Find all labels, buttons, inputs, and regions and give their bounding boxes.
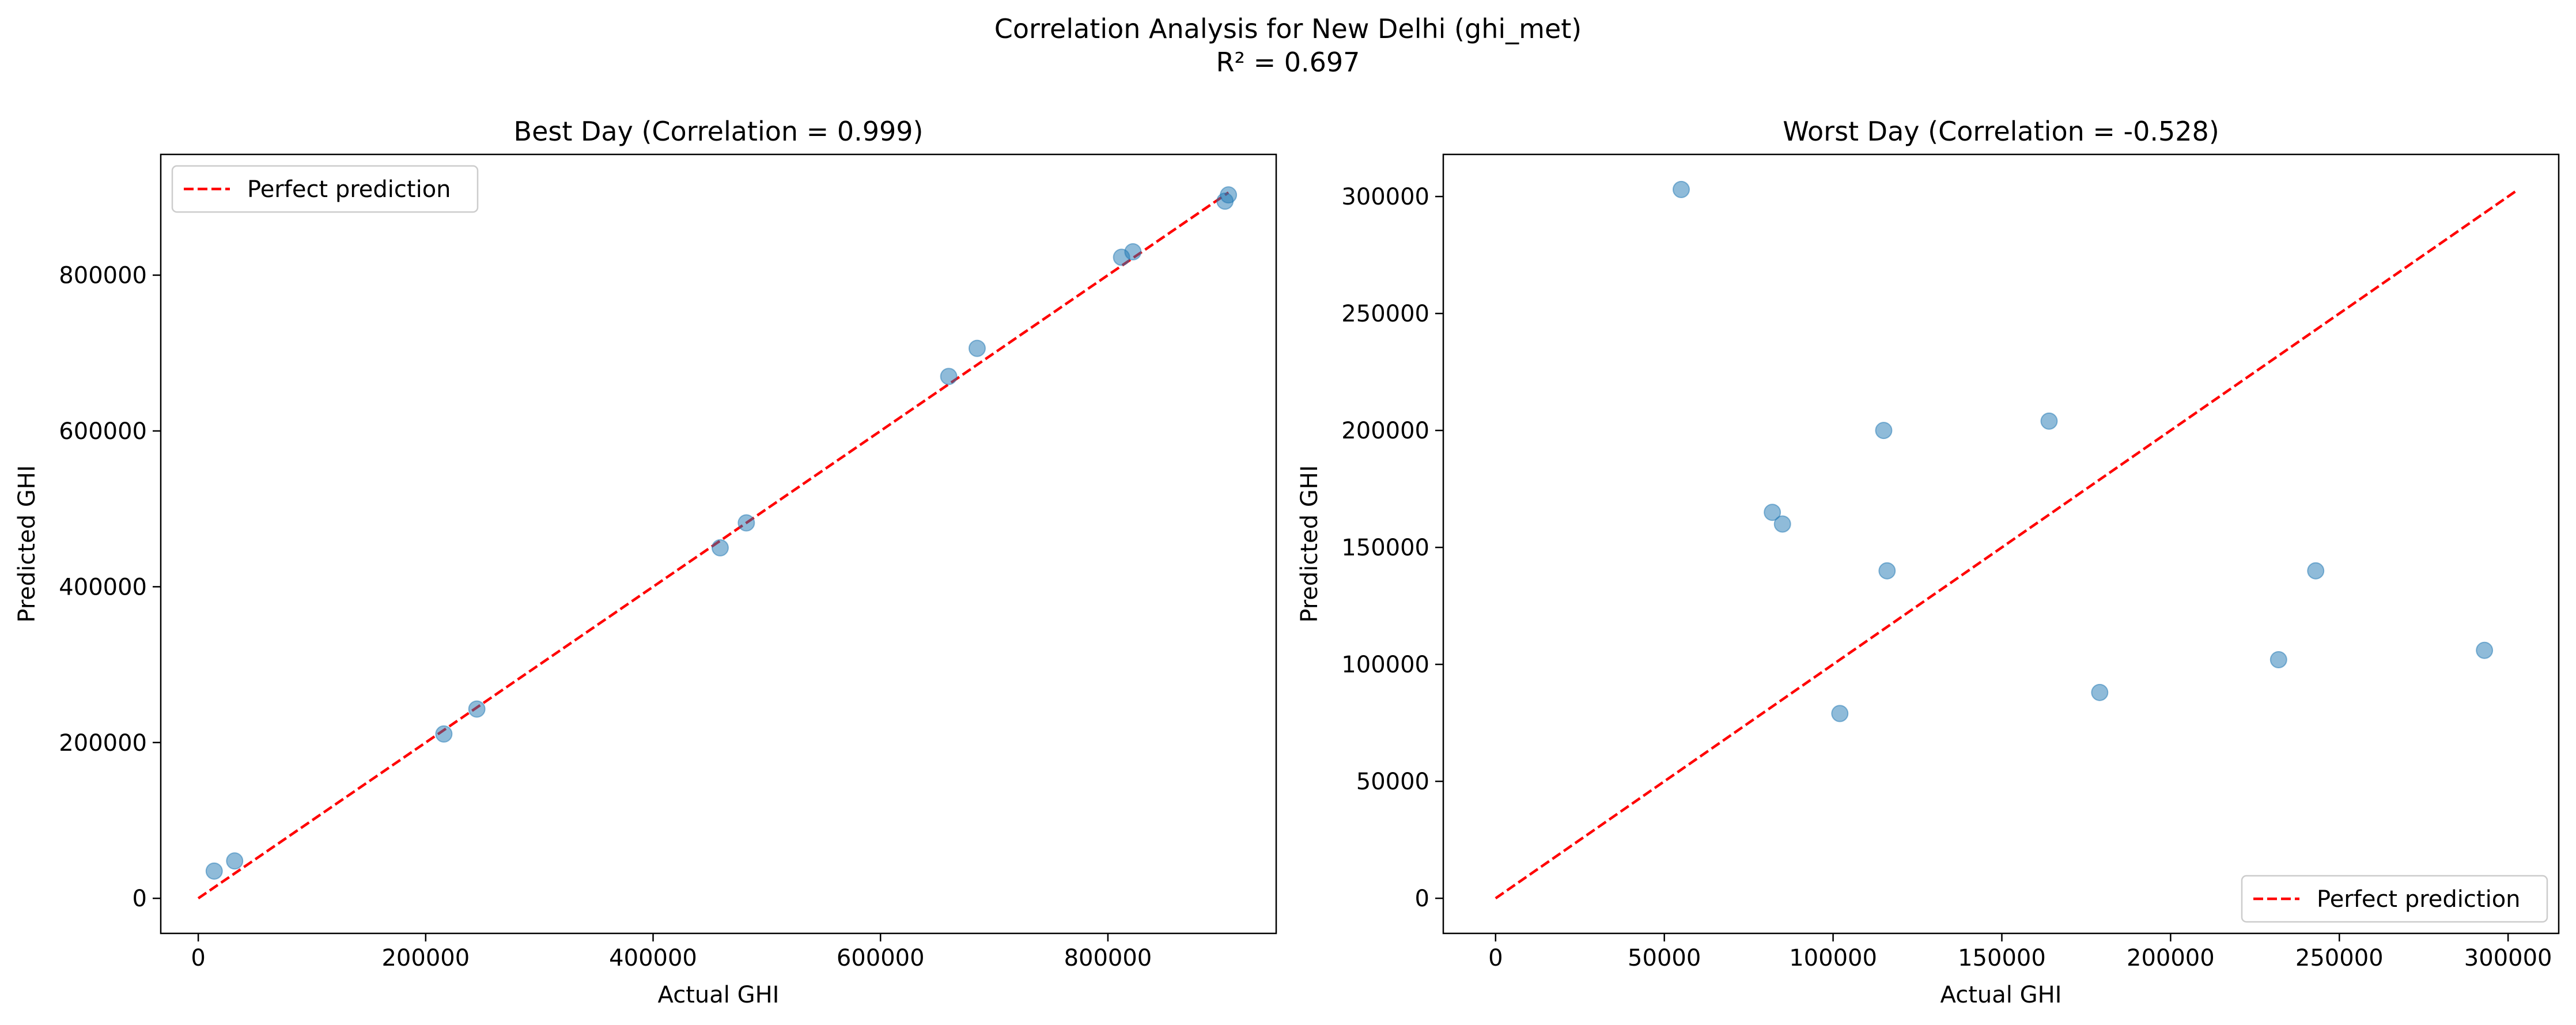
chart-1-x-tick-label: 200000: [381, 945, 470, 971]
chart-1-y-tick-label: 0: [133, 886, 147, 912]
chart-2-point: [2307, 562, 2325, 580]
chart-2-y-axis-label: Predicted GHI: [1296, 465, 1323, 622]
chart-2-point: [2476, 641, 2494, 659]
chart-2-y-tick-label: 200000: [1341, 418, 1429, 444]
chart-1-point: [435, 725, 453, 743]
chart-2-point: [1764, 504, 1781, 521]
chart-1-point: [1220, 186, 1238, 204]
chart-2-frame: [1442, 153, 2560, 935]
chart-2-y-tick-label: 0: [1415, 886, 1429, 912]
chart-1-x-axis-label: Actual GHI: [658, 982, 780, 1008]
chart-1-point: [737, 514, 755, 532]
chart-2-legend-label: Perfect prediction: [2317, 886, 2521, 913]
chart-1-point: [226, 852, 244, 870]
chart-2-point: [1773, 515, 1791, 533]
chart-2-x-tick-label: 100000: [1789, 945, 1877, 971]
chart-2-point: [1672, 180, 1690, 198]
chart-2-point: [1831, 705, 1849, 723]
chart-2-perfect-prediction-line: [1495, 188, 2519, 899]
chart-1-y-tick-label: 200000: [59, 730, 147, 757]
chart-2-x-tick-label: 50000: [1628, 945, 1701, 971]
chart-2-y-tick-label: 50000: [1356, 769, 1429, 795]
chart-1-x-tick-label: 400000: [609, 945, 697, 971]
chart-1-x-tick-label: 600000: [837, 945, 925, 971]
chart-2-point: [1875, 422, 1893, 440]
chart-1-y-tick-label: 400000: [59, 574, 147, 600]
chart-2-title: Worst Day (Correlation = -0.528): [1783, 116, 2219, 147]
figure-subtitle-r2: R² = 0.697: [1216, 47, 1360, 78]
chart-1-frame: [160, 153, 1277, 935]
chart-1-point: [968, 339, 986, 357]
chart-1-point: [468, 700, 486, 718]
chart-1-y-axis-label: Predicted GHI: [14, 465, 40, 622]
chart-2-x-tick-label: 300000: [2464, 945, 2552, 971]
chart-1-title: Best Day (Correlation = 0.999): [514, 116, 924, 147]
chart-1-point: [711, 539, 729, 557]
chart-1-legend: [171, 165, 479, 213]
chart-2-point: [2040, 412, 2058, 430]
chart-2-point: [1878, 562, 1896, 580]
chart-2-x-axis-label: Actual GHI: [1940, 982, 2062, 1008]
chart-1-x-tick-label: 0: [191, 945, 205, 971]
chart-2-x-tick-label: 150000: [1958, 945, 2046, 971]
chart-1-x-tick-label: 800000: [1064, 945, 1152, 971]
chart-2-y-tick-label: 100000: [1341, 652, 1429, 678]
chart-1-legend-label: Perfect prediction: [247, 176, 451, 203]
chart-1-point: [1124, 243, 1142, 260]
chart-1-y-tick-label: 800000: [59, 263, 147, 289]
figure-title: Correlation Analysis for New Delhi (ghi_…: [994, 13, 1582, 44]
chart-1-point: [205, 862, 223, 880]
chart-1-y-tick-label: 600000: [59, 418, 147, 445]
chart-2-point: [2269, 650, 2287, 668]
chart-2-point: [2091, 683, 2109, 701]
chart-2-x-tick-label: 250000: [2295, 945, 2384, 971]
chart-2-x-tick-label: 200000: [2127, 945, 2215, 971]
chart-2-y-tick-label: 150000: [1341, 535, 1429, 561]
chart-2-y-tick-label: 300000: [1341, 184, 1429, 210]
chart-2-legend: [2241, 875, 2548, 923]
chart-2-y-tick-label: 250000: [1341, 301, 1429, 327]
chart-1-point: [940, 368, 958, 385]
chart-2-x-tick-label: 0: [1488, 945, 1503, 971]
